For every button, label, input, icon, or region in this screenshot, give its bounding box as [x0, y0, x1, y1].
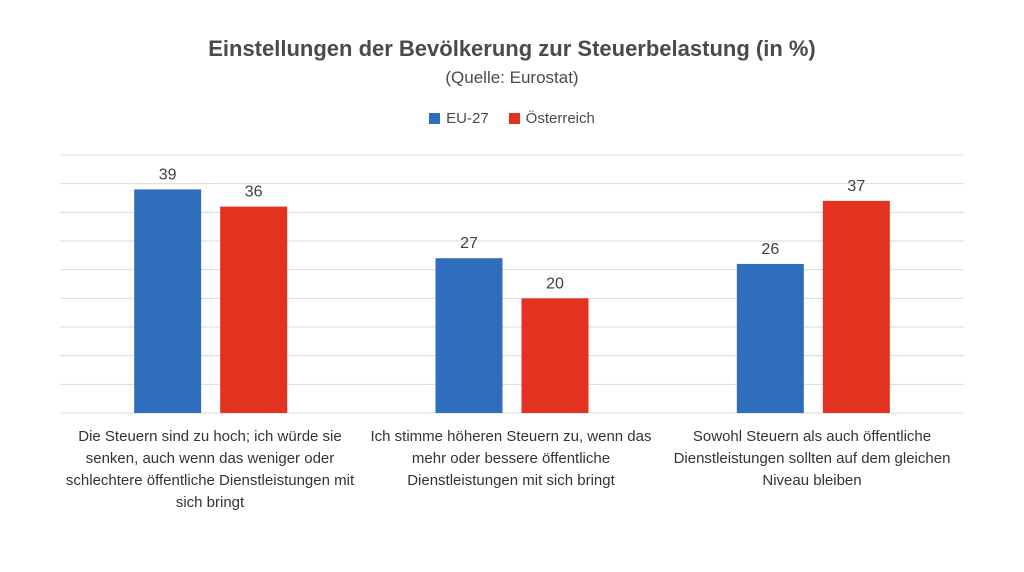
- category-label-2: Ich stimme höheren Steuern zu, wenn das …: [370, 428, 652, 489]
- data-label-oesterreich-3: 37: [847, 178, 865, 195]
- legend-label-oesterreich: Österreich: [525, 110, 595, 127]
- data-label-oesterreich-2: 20: [546, 275, 564, 292]
- legend-swatch-eu27: [429, 113, 441, 124]
- chart-subtitle: (Quelle: Eurostat): [445, 68, 579, 87]
- category-label-3: Sowohl Steuern als auch öffentliche Dien…: [673, 428, 951, 489]
- data-label-eu27-1: 39: [159, 166, 177, 183]
- bar-oesterreich-2: [521, 298, 589, 413]
- legend-swatch-oesterreich: [508, 113, 520, 124]
- category-label-1: Die Steuern sind zu hoch; ich würde sie …: [65, 428, 355, 511]
- legend-entry-eu27: EU-27: [429, 110, 489, 127]
- legend-entry-oesterreich: Österreich: [508, 110, 595, 127]
- data-label-eu27-3: 26: [761, 241, 779, 258]
- chart-title: Einstellungen der Bevölkerung zur Steuer…: [208, 36, 816, 61]
- bar-eu27-3: [736, 263, 804, 413]
- legend: EU-27 Österreich: [0, 110, 1024, 127]
- data-label-oesterreich-1: 36: [245, 184, 263, 201]
- bar-eu27-1: [134, 189, 202, 413]
- bar-eu27-2: [435, 258, 503, 413]
- bar-oesterreich-3: [822, 200, 890, 413]
- legend-label-eu27: EU-27: [446, 110, 489, 127]
- data-label-eu27-2: 27: [460, 235, 478, 252]
- bar-oesterreich-1: [220, 206, 288, 413]
